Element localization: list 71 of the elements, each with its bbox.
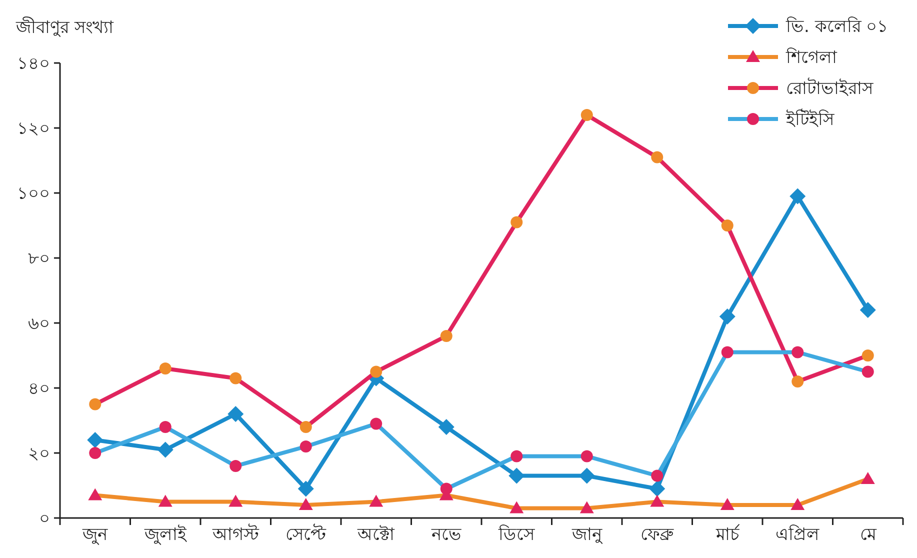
y-tick-label: ১৪০ bbox=[17, 54, 50, 74]
point bbox=[89, 398, 102, 410]
point bbox=[230, 372, 242, 384]
x-tick-label: ডিসে bbox=[498, 524, 536, 545]
legend-label: শিগেলা bbox=[785, 46, 838, 68]
point bbox=[159, 421, 172, 433]
point bbox=[228, 406, 244, 422]
y-tick-label: ১০০ bbox=[17, 184, 50, 204]
point bbox=[508, 468, 525, 484]
point bbox=[651, 151, 664, 164]
point bbox=[298, 498, 313, 510]
point bbox=[87, 432, 104, 448]
legend-label: ভি. কলেরি ০১ bbox=[785, 16, 888, 37]
point bbox=[369, 494, 384, 507]
point bbox=[438, 419, 454, 435]
x-tick-label: জুন bbox=[82, 525, 109, 545]
y-tick-label: ০ bbox=[39, 508, 50, 529]
point bbox=[510, 501, 524, 514]
point bbox=[298, 480, 314, 497]
point bbox=[230, 460, 242, 472]
y-tick-label: ৬০ bbox=[28, 314, 50, 334]
point bbox=[720, 498, 734, 510]
point bbox=[440, 482, 452, 495]
point bbox=[158, 494, 172, 507]
x-tick-label: অক্টো bbox=[356, 525, 396, 545]
point bbox=[790, 188, 806, 204]
y-tick-label: ৮০ bbox=[28, 248, 50, 269]
point bbox=[580, 501, 594, 514]
point bbox=[580, 450, 593, 462]
x-tick-label: সেপ্টে bbox=[285, 524, 326, 545]
point bbox=[862, 350, 874, 362]
point bbox=[510, 216, 523, 228]
point bbox=[88, 488, 102, 500]
x-tick-label: জুলাই bbox=[143, 525, 188, 545]
legend-label: রোটাভাইরাস bbox=[786, 78, 874, 99]
point bbox=[721, 220, 734, 232]
point bbox=[300, 440, 312, 452]
x-tick-label: আগস্ট bbox=[212, 524, 260, 545]
x-tick-label: ফেব্রু bbox=[640, 525, 675, 545]
point bbox=[89, 447, 102, 459]
point bbox=[370, 366, 382, 378]
x-tick-label: নভে bbox=[430, 525, 462, 545]
point bbox=[370, 418, 382, 430]
point bbox=[650, 494, 664, 507]
point bbox=[228, 494, 243, 507]
point bbox=[860, 302, 876, 318]
point bbox=[157, 442, 174, 458]
point bbox=[790, 498, 805, 510]
x-tick-label: জানু bbox=[570, 525, 603, 545]
point bbox=[649, 480, 666, 497]
x-tick-label: এপ্রিল bbox=[776, 524, 820, 545]
point bbox=[510, 450, 523, 462]
x-tick-label: মার্চ bbox=[714, 524, 740, 545]
point bbox=[721, 346, 734, 358]
point bbox=[862, 366, 874, 378]
x-tick-label: মে bbox=[860, 525, 877, 545]
y-tick-label: ৪০ bbox=[28, 378, 50, 399]
point bbox=[651, 470, 664, 482]
y-axis-title: জীবাণুর সংখ্যা bbox=[15, 17, 114, 38]
point bbox=[580, 109, 593, 121]
point bbox=[300, 421, 312, 433]
y-tick-label: ২০ bbox=[28, 444, 50, 464]
point bbox=[440, 330, 452, 342]
point bbox=[860, 472, 875, 484]
point bbox=[578, 468, 595, 484]
point bbox=[792, 376, 804, 388]
point bbox=[159, 362, 172, 374]
point bbox=[719, 308, 736, 324]
legend-label: ইটিইসি bbox=[785, 108, 835, 130]
y-tick-label: ১২০ bbox=[17, 118, 50, 139]
point bbox=[792, 346, 804, 358]
